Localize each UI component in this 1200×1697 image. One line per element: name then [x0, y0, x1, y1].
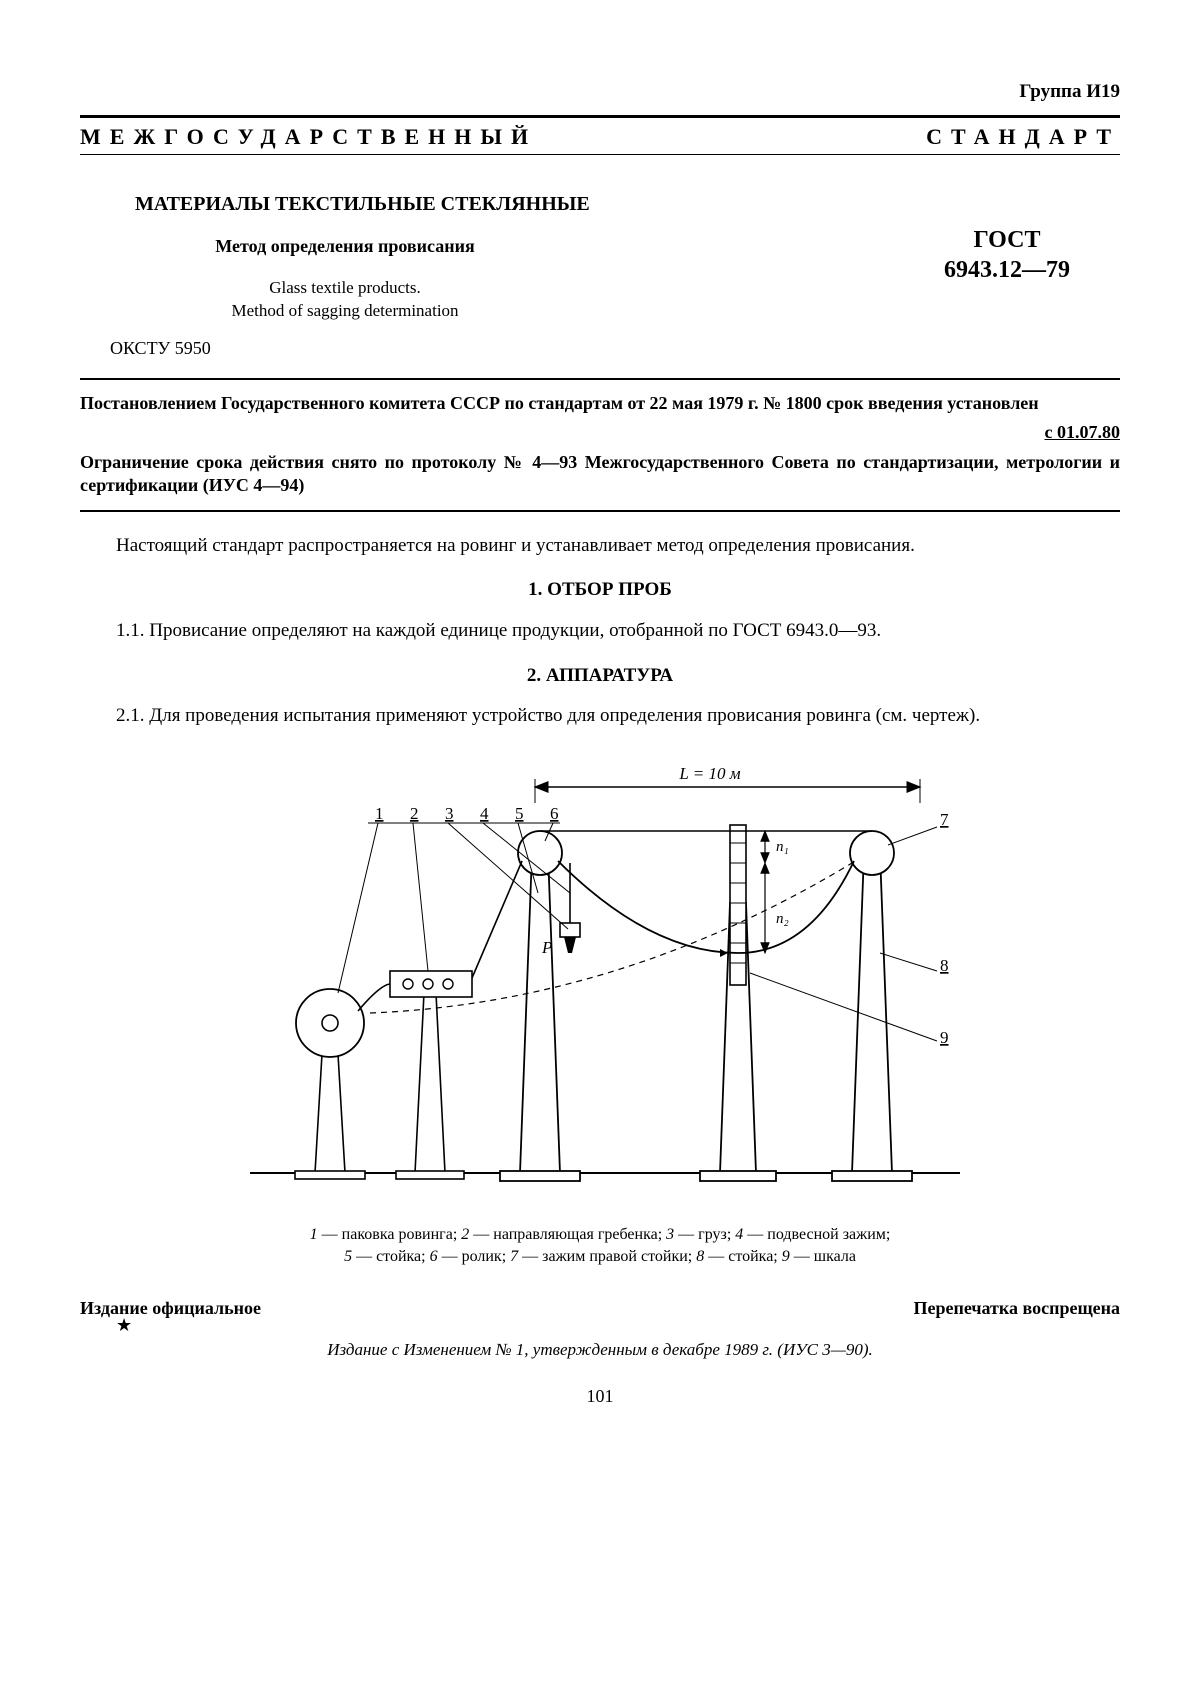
fig-label-1: 1 [375, 804, 384, 823]
decree-1: Постановлением Государственного комитета… [80, 392, 1120, 415]
subtitle-en-line2: Method of sagging determination [231, 301, 458, 320]
fig-label-2: 2 [410, 804, 419, 823]
apparatus-diagram: L = 10 м [220, 753, 980, 1203]
fig-label-7: 7 [940, 810, 949, 829]
rule-decree-bottom [80, 510, 1120, 512]
subtitle-en: Glass textile products. Method of saggin… [135, 277, 555, 323]
subtitle-ru: Метод определения провисания [135, 235, 555, 258]
figure-caption: 1 — паковка ровинга; 2 — направляющая гр… [210, 1224, 990, 1269]
fig-length-label: L = 10 м [678, 764, 740, 783]
gost-number: 6943.12—79 [944, 257, 1070, 283]
amendment-note: Издание с Изменением № 1, утвержденным в… [80, 1339, 1120, 1361]
fig-label-4: 4 [480, 804, 489, 823]
header-block: МАТЕРИАЛЫ ТЕКСТИЛЬНЫЕ СТЕКЛЯННЫЕ Метод о… [80, 191, 1120, 322]
figure: L = 10 м [80, 753, 1120, 1269]
section-1-heading: 1. ОТБОР ПРОБ [80, 578, 1120, 603]
rule-top-thick [80, 115, 1120, 118]
material-title: МАТЕРИАЛЫ ТЕКСТИЛЬНЫЕ СТЕКЛЯННЫЕ [135, 191, 944, 217]
subtitle-en-line1: Glass textile products. [269, 278, 421, 297]
section-2-heading: 2. АППАРАТУРА [80, 664, 1120, 689]
clause-2-1: 2.1. Для проведения испытания применяют … [80, 704, 1120, 729]
figure-caption-line1: 1 — паковка ровинга; 2 — направляющая гр… [210, 1224, 990, 1246]
decree-date: с 01.07.80 [80, 421, 1120, 444]
clause-1-1: 1.1. Провисание определяют на каждой еди… [80, 619, 1120, 644]
banner: МЕЖГОСУДАРСТВЕННЫЙ СТАНДАРТ [80, 123, 1120, 152]
star-icon: ★ [80, 1320, 1120, 1331]
fig-label-5: 5 [515, 804, 524, 823]
decree-2: Ограничение срока действия снято по прот… [80, 451, 1120, 498]
group-label: Группа И19 [80, 80, 1120, 105]
intro-text: Настоящий стандарт распространяется на р… [80, 534, 1120, 559]
figure-caption-line2: 5 — стойка; 6 — ролик; 7 — зажим правой … [210, 1246, 990, 1268]
gost-label: ГОСТ [974, 227, 1041, 253]
banner-right: СТАНДАРТ [926, 123, 1120, 152]
footer-left: Издание официальное [80, 1297, 261, 1320]
banner-left: МЕЖГОСУДАРСТВЕННЫЙ [80, 123, 537, 152]
footer-row: Издание официальное Перепечатка воспреще… [80, 1297, 1120, 1320]
fig-label-9: 9 [940, 1028, 949, 1047]
fig-n1: n₁ [776, 839, 789, 855]
fig-label-3: 3 [445, 804, 454, 823]
okstu: ОКСТУ 5950 [80, 337, 1120, 360]
fig-label-6: 6 [550, 804, 559, 823]
header-left: МАТЕРИАЛЫ ТЕКСТИЛЬНЫЕ СТЕКЛЯННЫЕ Метод о… [80, 191, 944, 322]
fig-label-8: 8 [940, 956, 949, 975]
rule-top-thin [80, 154, 1120, 155]
gost-block: ГОСТ 6943.12—79 [944, 191, 1120, 285]
fig-p-label: P [541, 938, 552, 957]
fig-n2: n₂ [776, 911, 789, 927]
footer-right: Перепечатка воспрещена [913, 1297, 1120, 1320]
page-number: 101 [80, 1385, 1120, 1408]
